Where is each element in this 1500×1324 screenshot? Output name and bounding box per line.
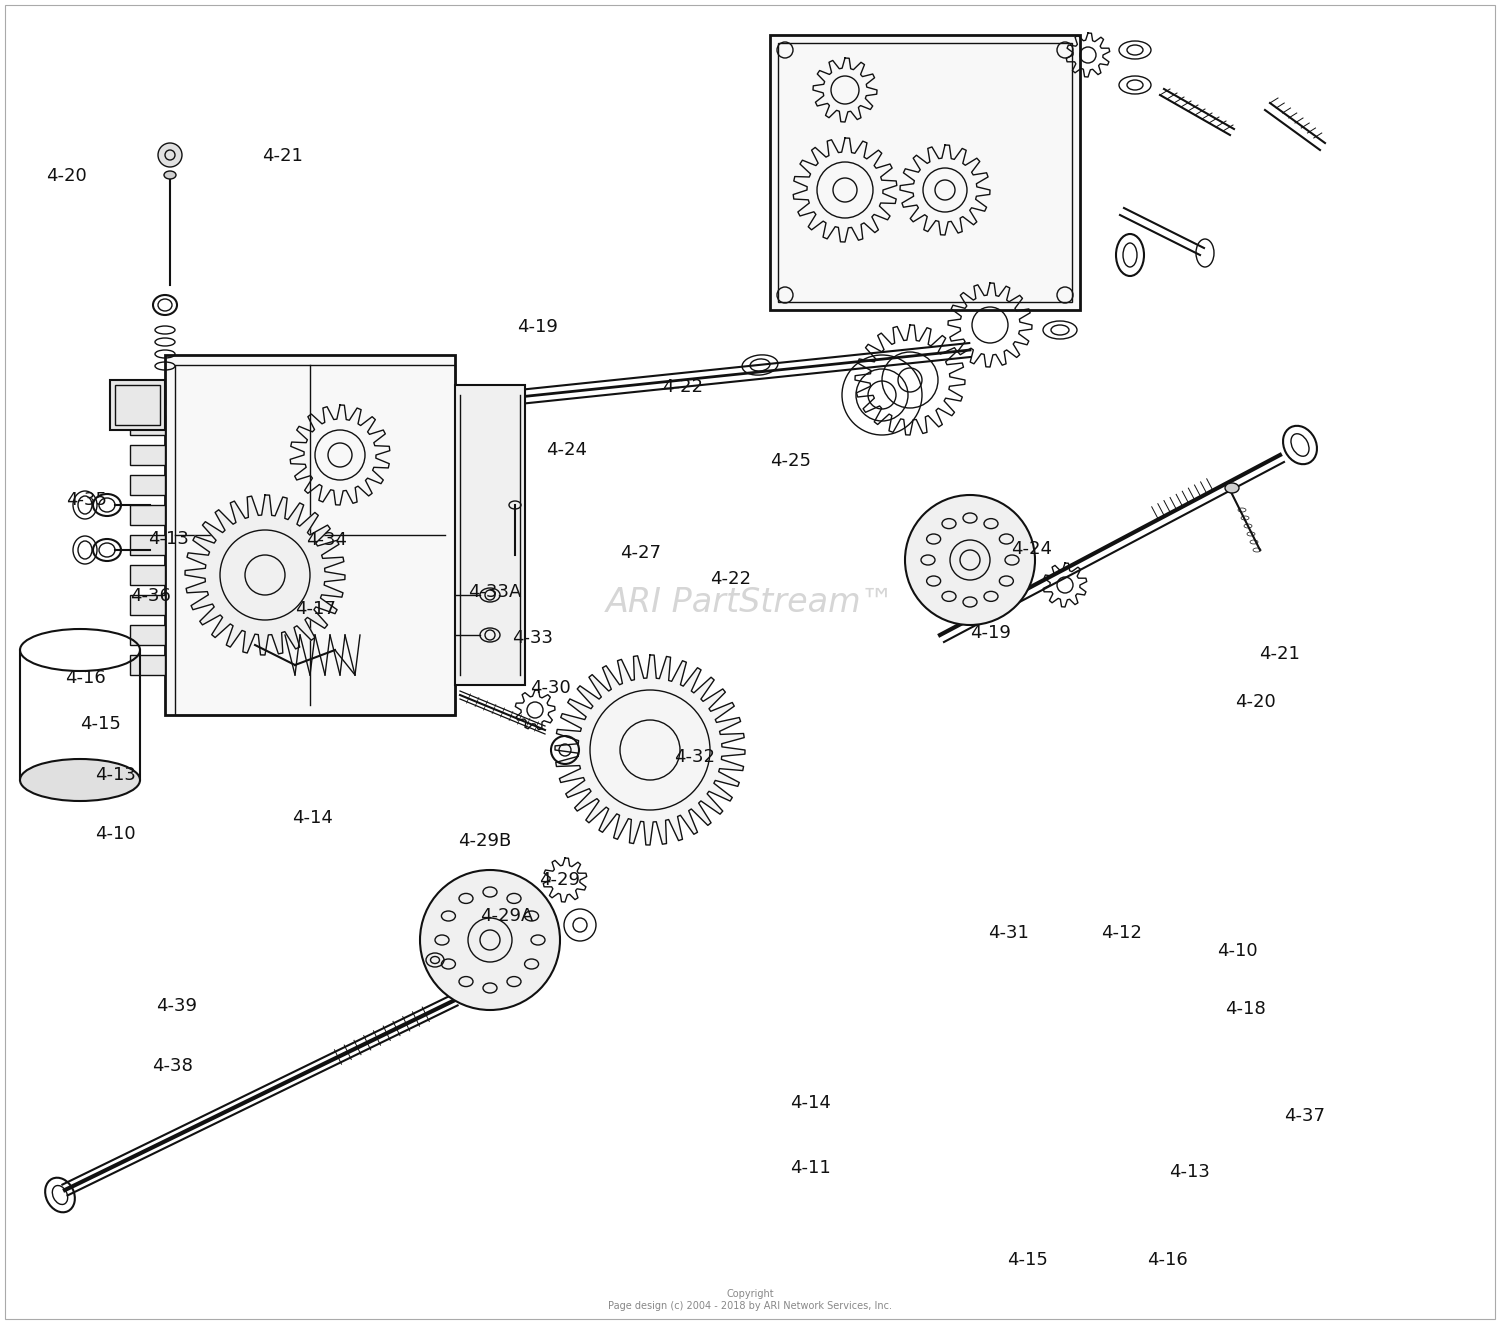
Bar — [130, 625, 165, 645]
Text: 4-22: 4-22 — [662, 377, 704, 396]
Text: 4-20: 4-20 — [1234, 692, 1276, 711]
Text: 4-14: 4-14 — [789, 1094, 831, 1112]
Text: 4-27: 4-27 — [620, 544, 662, 563]
Text: 4-10: 4-10 — [94, 825, 136, 843]
Text: 4-15: 4-15 — [80, 715, 122, 733]
Bar — [130, 445, 165, 465]
Bar — [110, 380, 165, 430]
Text: 4-39: 4-39 — [156, 997, 198, 1016]
Bar — [770, 34, 1080, 310]
Text: 4-13: 4-13 — [147, 530, 189, 548]
Bar — [130, 414, 165, 436]
Text: 4-25: 4-25 — [770, 451, 812, 470]
Text: 4-32: 4-32 — [674, 748, 716, 767]
Text: 4-13: 4-13 — [94, 765, 136, 784]
Ellipse shape — [20, 759, 140, 801]
Bar — [130, 594, 165, 616]
Text: 4-29A: 4-29A — [480, 907, 534, 925]
Text: 4-21: 4-21 — [1258, 645, 1300, 663]
Text: 4-14: 4-14 — [291, 809, 333, 828]
Bar — [130, 655, 165, 675]
Text: 4-37: 4-37 — [1284, 1107, 1326, 1125]
Text: 4-31: 4-31 — [987, 924, 1029, 943]
Circle shape — [158, 143, 182, 167]
Text: 4-21: 4-21 — [261, 147, 303, 166]
Text: 4-19: 4-19 — [516, 318, 558, 336]
Text: 4-11: 4-11 — [789, 1158, 831, 1177]
Text: 4-16: 4-16 — [64, 669, 106, 687]
Text: 4-24: 4-24 — [546, 441, 588, 459]
Text: 4-18: 4-18 — [1224, 1000, 1266, 1018]
Text: 4-29: 4-29 — [538, 871, 580, 890]
Ellipse shape — [1226, 483, 1239, 493]
Text: 4-29B: 4-29B — [458, 831, 512, 850]
Text: 4-20: 4-20 — [45, 167, 87, 185]
Bar — [454, 385, 525, 685]
Text: 4-17: 4-17 — [294, 600, 336, 618]
Bar — [130, 504, 165, 526]
Bar — [778, 42, 1072, 302]
Text: 4-24: 4-24 — [1011, 540, 1053, 559]
Text: Copyright
Page design (c) 2004 - 2018 by ARI Network Services, Inc.: Copyright Page design (c) 2004 - 2018 by… — [608, 1290, 892, 1311]
Circle shape — [420, 870, 560, 1010]
Bar — [130, 385, 165, 405]
Text: 4-33A: 4-33A — [468, 583, 522, 601]
Bar — [130, 475, 165, 495]
Text: 4-35: 4-35 — [66, 491, 108, 510]
Polygon shape — [555, 655, 746, 845]
Text: 4-10: 4-10 — [1216, 941, 1258, 960]
Text: 4-30: 4-30 — [530, 679, 572, 698]
Ellipse shape — [164, 171, 176, 179]
Text: 4-33: 4-33 — [512, 629, 554, 647]
Text: ARI PartStream™: ARI PartStream™ — [606, 587, 894, 618]
Bar — [165, 355, 454, 715]
Polygon shape — [184, 495, 345, 655]
Text: 4-15: 4-15 — [1007, 1251, 1048, 1270]
Text: 4-19: 4-19 — [969, 624, 1011, 642]
Text: 4-16: 4-16 — [1146, 1251, 1188, 1270]
Text: 4-38: 4-38 — [152, 1057, 194, 1075]
Text: 4-34: 4-34 — [306, 531, 348, 549]
Text: 4-13: 4-13 — [1168, 1162, 1210, 1181]
Text: 4-12: 4-12 — [1101, 924, 1143, 943]
Text: 4-36: 4-36 — [129, 587, 171, 605]
Bar — [130, 535, 165, 555]
Circle shape — [904, 495, 1035, 625]
Bar — [130, 565, 165, 585]
Bar — [176, 365, 454, 715]
Bar — [116, 385, 160, 425]
Text: 4-22: 4-22 — [710, 569, 752, 588]
